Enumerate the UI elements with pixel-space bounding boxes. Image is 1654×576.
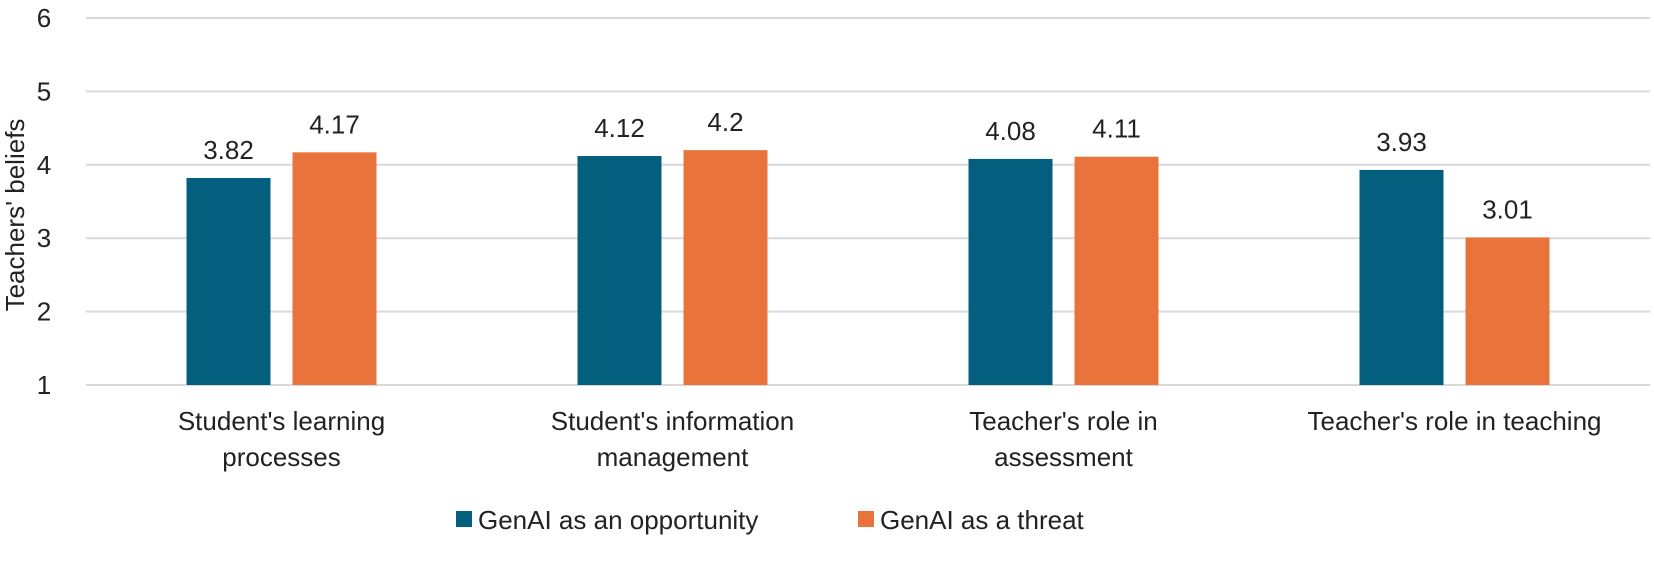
x-tick-label: management (597, 442, 750, 472)
bars (186, 150, 1550, 385)
legend: GenAI as an opportunity GenAI as a threat (456, 505, 1085, 535)
bar-opportunity (1359, 169, 1444, 385)
legend-swatch (858, 511, 874, 527)
y-tick-label: 4 (37, 150, 51, 180)
bar-opportunity (186, 178, 271, 385)
x-tick-label: processes (222, 442, 341, 472)
bar-threat (683, 150, 768, 385)
data-label: 3.01 (1482, 194, 1533, 224)
y-tick-label: 5 (37, 76, 51, 106)
data-label: 4.17 (309, 109, 360, 139)
y-tick-label: 6 (37, 3, 51, 33)
x-tick-label: Teacher's role in (969, 406, 1158, 436)
legend-label: GenAI as an opportunity (478, 505, 758, 535)
x-axis-ticks: Student's learning processes Student's inf… (178, 406, 1602, 472)
data-label: 4.2 (707, 107, 743, 137)
x-tick-label: assessment (994, 442, 1133, 472)
x-tick-label: Student's learning (178, 406, 385, 436)
bar-opportunity (968, 158, 1053, 385)
bar-threat (1074, 156, 1159, 385)
data-label: 4.12 (594, 113, 645, 143)
y-tick-label: 1 (37, 370, 51, 400)
data-labels: 3.82 4.17 4.12 4.2 4.08 4.11 3.93 3.01 (203, 107, 1533, 224)
x-tick-label: Teacher's role in teaching (1307, 406, 1601, 436)
x-tick-label: Student's information (551, 406, 794, 436)
data-label: 3.93 (1376, 127, 1427, 157)
data-label: 4.11 (1092, 114, 1141, 144)
bar-opportunity (577, 155, 662, 385)
data-label: 3.82 (203, 135, 254, 165)
y-tick-label: 3 (37, 223, 51, 253)
legend-label: GenAI as a threat (880, 505, 1085, 535)
y-axis-ticks: 1 2 3 4 5 6 (37, 3, 51, 400)
y-axis-label: Teachers' beliefs (0, 119, 30, 312)
legend-swatch (456, 511, 472, 527)
data-label: 4.08 (985, 116, 1036, 146)
y-tick-label: 2 (37, 297, 51, 327)
bar-threat (1465, 237, 1550, 385)
bar-threat (292, 152, 377, 385)
